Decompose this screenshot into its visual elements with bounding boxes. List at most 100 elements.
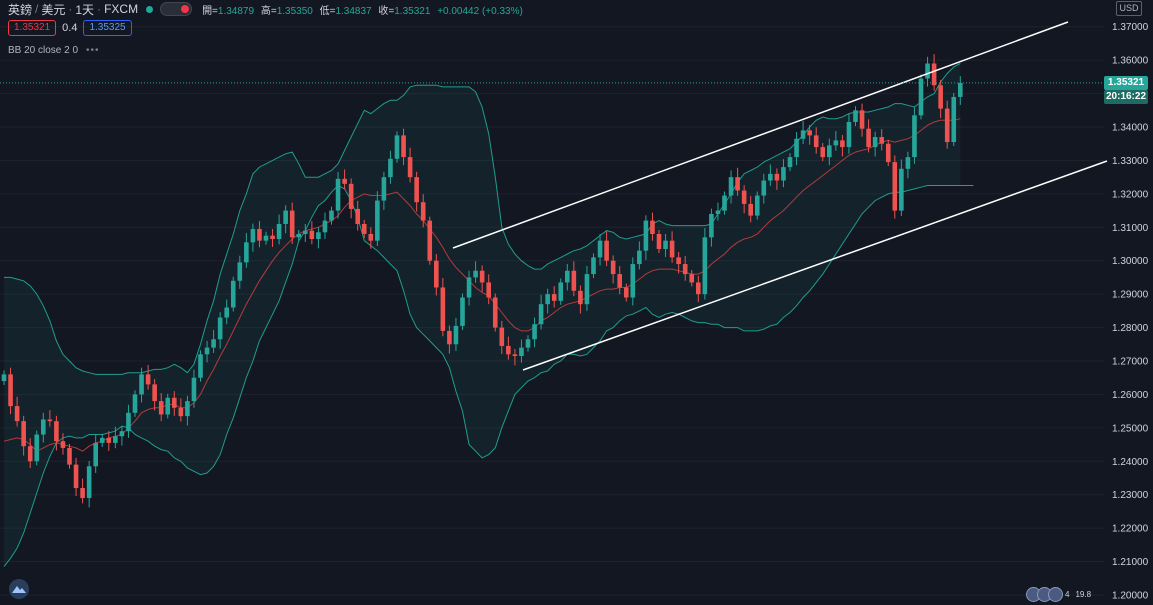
candle <box>152 379 157 411</box>
y-tick-label: 1.34000 <box>1112 123 1149 134</box>
candle <box>14 396 20 427</box>
candle-body <box>152 384 157 402</box>
candle <box>21 415 26 456</box>
y-tick-label: 1.27000 <box>1112 356 1149 367</box>
change-value: +0.00442 (+0.33%) <box>437 5 523 17</box>
currency-label[interactable]: USD <box>1116 1 1142 16</box>
candle-body <box>702 237 708 295</box>
y-tick-label: 1.31000 <box>1112 223 1149 234</box>
candle <box>650 212 655 241</box>
y-tick-label: 1.20000 <box>1112 590 1149 601</box>
candle-body <box>486 282 491 298</box>
channel-lower-line[interactable] <box>522 160 1108 371</box>
candle <box>492 293 498 332</box>
spread-value: 0.4 <box>62 22 78 34</box>
candle <box>682 256 688 281</box>
candle-body <box>525 339 531 348</box>
candle <box>722 191 727 215</box>
price-axis[interactable]: 1.20000 1.21000 1.22000 1.23000 1.24000 1.250… <box>1112 22 1149 601</box>
candle <box>375 191 380 247</box>
candle <box>73 457 79 497</box>
candle <box>440 278 446 337</box>
candle-body <box>768 173 773 181</box>
bollinger-lower-line <box>3 184 974 567</box>
candle-body <box>329 210 334 221</box>
candle <box>93 434 98 473</box>
candle-body <box>682 264 688 275</box>
candle <box>538 294 544 330</box>
y-tick-label: 1.32000 <box>1112 189 1149 200</box>
candle-body <box>145 374 151 385</box>
visibility-toggle[interactable] <box>160 2 193 16</box>
candle-body <box>958 82 963 97</box>
candle-body <box>99 437 105 443</box>
candle-body <box>912 115 917 158</box>
candle <box>800 121 806 145</box>
candle <box>270 228 275 248</box>
sell-button[interactable]: 1.35321 <box>8 20 57 36</box>
candle-body <box>715 210 721 214</box>
buy-button[interactable]: 1.35325 <box>83 20 132 36</box>
candle-body <box>54 421 59 442</box>
last-price-tag: 1.35321 <box>1104 75 1148 90</box>
candle-body <box>754 195 760 216</box>
candle-body <box>617 274 622 288</box>
candle-body <box>519 347 524 356</box>
candle <box>329 206 334 225</box>
economic-events[interactable]: 4 19.8 <box>1026 586 1091 602</box>
high-label: 高= <box>260 5 277 17</box>
candle-body <box>709 213 714 238</box>
candle-body <box>348 183 354 209</box>
candle <box>283 205 288 234</box>
candle <box>669 231 675 263</box>
candle <box>41 412 46 443</box>
ohlc-values: 開=1.34879 高=1.35350 低=1.34837 收=1.35321 … <box>202 2 527 17</box>
candle <box>276 214 282 245</box>
candle-body <box>879 137 884 144</box>
channel-upper-line[interactable] <box>452 21 1069 249</box>
candle-body <box>368 233 374 241</box>
event-flag-icon[interactable] <box>1048 586 1063 602</box>
tradingview-logo-icon[interactable] <box>9 579 29 599</box>
event-count: 4 <box>1065 589 1070 599</box>
candle <box>54 415 59 451</box>
broker-label[interactable]: FXCM <box>104 2 139 16</box>
candle-body <box>257 228 262 241</box>
candle-body <box>623 287 629 298</box>
candle-body <box>637 250 642 265</box>
candle <box>348 178 354 219</box>
candle <box>892 155 898 219</box>
candle <box>296 229 302 242</box>
candle-body <box>217 317 223 340</box>
candle <box>394 131 400 163</box>
candle-body <box>748 203 753 216</box>
candle-body <box>781 167 786 181</box>
indicator-legend[interactable]: BB 20 close 2 0 ••• <box>8 44 100 56</box>
candle <box>872 131 878 157</box>
countdown-tag: 20:16:22 <box>1104 89 1148 104</box>
candle <box>905 151 911 179</box>
candle-body <box>460 297 465 326</box>
candle <box>407 147 413 183</box>
symbol-name[interactable]: 英鎊 <box>8 2 33 17</box>
y-tick-label: 1.33000 <box>1112 156 1149 167</box>
candle-body <box>918 78 924 116</box>
candle <box>630 257 636 306</box>
candle <box>656 229 662 254</box>
interval-label[interactable]: 1天 <box>75 2 95 17</box>
candle-body <box>473 270 478 278</box>
candle-body <box>158 401 164 415</box>
candle <box>696 275 701 303</box>
candle <box>381 171 387 210</box>
indicator-label[interactable]: BB 20 close 2 0 <box>8 44 79 56</box>
symbol-separator: / <box>35 2 39 16</box>
candle <box>211 329 216 353</box>
quote-name[interactable]: 美元 <box>41 2 66 17</box>
candle-body <box>597 240 603 258</box>
candle-body <box>656 233 662 250</box>
candle <box>958 76 963 105</box>
more-options-icon[interactable]: ••• <box>86 44 100 56</box>
candle <box>427 216 433 265</box>
candle-body <box>309 230 315 239</box>
